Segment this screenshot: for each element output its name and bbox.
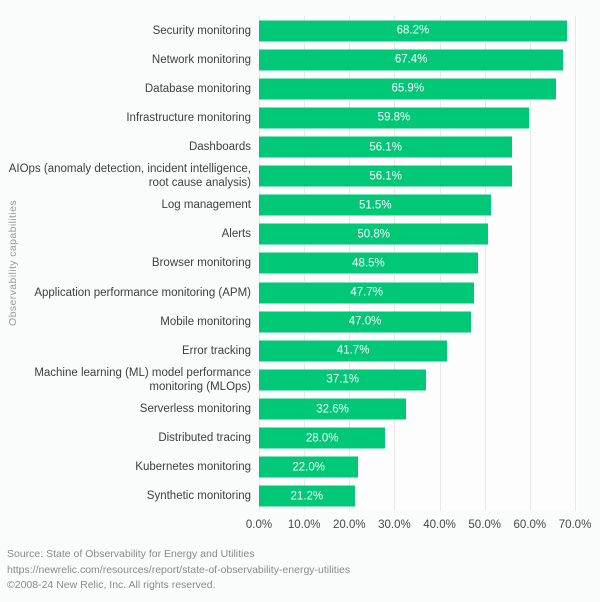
gridline [484, 16, 486, 511]
category-label: Application performance monitoring (APM) [34, 286, 251, 299]
chart-row: Browser monitoring 48.5% [0, 249, 600, 278]
x-tick-label: 50.0% [468, 519, 502, 531]
y-axis-label: Observability capabilities [7, 200, 19, 326]
x-tick-label: 60.0% [513, 519, 547, 531]
bar: 68.2% [259, 20, 567, 42]
chart-row: Synthetic monitoring 21.2% [0, 482, 600, 511]
bar-value-label: 28.0% [305, 432, 339, 445]
bar-value-label: 56.1% [369, 141, 402, 154]
category-label: Log management [161, 199, 251, 212]
footer-copyright: ©2008-24 New Relic, Inc. All rights rese… [7, 579, 216, 591]
x-tick-label: 10.0% [287, 519, 321, 531]
x-tick-label: 20.0% [332, 519, 366, 531]
bar: 47.0% [259, 311, 472, 333]
category-label: Distributed tracing [158, 432, 251, 445]
bar-value-label: 21.2% [290, 490, 324, 503]
bar-value-label: 32.6% [316, 403, 349, 416]
category-label: Error tracking [181, 344, 251, 357]
chart-row: Infrastructure monitoring 59.8% [0, 103, 600, 132]
category-label: Machine learning (ML) model performance … [34, 366, 251, 393]
category-label: Infrastructure monitoring [126, 111, 251, 124]
gridline [575, 16, 576, 511]
x-tick-label: 40.0% [423, 519, 456, 531]
chart-row: AIOps (anomaly detection, incident intel… [0, 162, 600, 191]
bar-value-label: 22.0% [292, 461, 325, 474]
category-label: Dashboards [188, 141, 251, 154]
chart-row: Distributed tracing 28.0% [0, 424, 600, 453]
bar: 56.1% [259, 165, 513, 187]
bar: 28.0% [259, 427, 386, 449]
chart-row: Kubernetes monitoring 22.0% [0, 453, 600, 482]
bar: 59.8% [259, 107, 529, 129]
chart-row: Machine learning (ML) model performance … [0, 365, 600, 394]
bar-value-label: 56.1% [369, 170, 402, 183]
bar-value-label: 51.5% [358, 199, 392, 212]
bar: 21.2% [259, 485, 355, 507]
chart-row: Mobile monitoring 47.0% [0, 307, 600, 336]
category-label: Database monitoring [144, 82, 251, 95]
bar: 32.6% [259, 398, 407, 420]
chart-row: Log management 51.5% [0, 191, 600, 220]
footer-source: Source: State of Observability for Energ… [7, 548, 255, 560]
category-label: Alerts [221, 228, 251, 241]
bar: 37.1% [259, 369, 427, 391]
bar: 50.8% [259, 223, 489, 245]
bar-value-label: 65.9% [391, 82, 425, 95]
chart-row: Alerts 50.8% [0, 220, 600, 249]
category-label: Browser monitoring [151, 257, 251, 270]
bar-value-label: 67.4% [394, 53, 428, 66]
chart-row: Database monitoring 65.9% [0, 74, 600, 103]
gridline [529, 16, 531, 511]
chart-row: Application performance monitoring (APM)… [0, 278, 600, 307]
x-tick-label: 30.0% [378, 519, 411, 531]
bar: 51.5% [259, 194, 492, 216]
bar-value-label: 68.2% [396, 24, 430, 37]
chart-row: Error tracking 41.7% [0, 336, 600, 365]
bar: 48.5% [259, 252, 478, 274]
category-label: Synthetic monitoring [146, 490, 251, 503]
bar: 22.0% [259, 456, 359, 478]
bar-value-label: 47.7% [350, 286, 383, 299]
chart-row: Security monitoring 68.2% [0, 16, 600, 45]
bar-value-label: 47.0% [348, 315, 382, 328]
chart-row: Network monitoring 67.4% [0, 45, 600, 74]
bar-value-label: 59.8% [377, 111, 411, 124]
category-label: Mobile monitoring [160, 315, 251, 328]
bar: 47.7% [259, 282, 475, 304]
category-label: Kubernetes monitoring [135, 461, 251, 474]
bar: 67.4% [259, 49, 564, 71]
bar: 41.7% [259, 340, 448, 362]
footer: Source: State of Observability for Energ… [7, 547, 350, 594]
x-tick-label: 70.0% [558, 519, 592, 531]
category-label: Serverless monitoring [139, 403, 251, 416]
footer-url: https://newrelic.com/resources/report/st… [7, 563, 351, 576]
chart-row: Dashboards 56.1% [0, 132, 600, 161]
category-label: Network monitoring [151, 53, 251, 66]
bar-value-label: 50.8% [357, 228, 390, 241]
category-label: AIOps (anomaly detection, incident intel… [8, 163, 251, 190]
bar-value-label: 37.1% [326, 373, 360, 386]
bar-value-label: 48.5% [352, 257, 385, 270]
bar-value-label: 41.7% [336, 344, 370, 357]
bar: 56.1% [259, 136, 513, 158]
x-tick-label: 0.0% [245, 519, 273, 531]
chart-row: Serverless monitoring 32.6% [0, 395, 600, 424]
category-label: Security monitoring [152, 24, 251, 37]
bar: 65.9% [259, 78, 557, 100]
